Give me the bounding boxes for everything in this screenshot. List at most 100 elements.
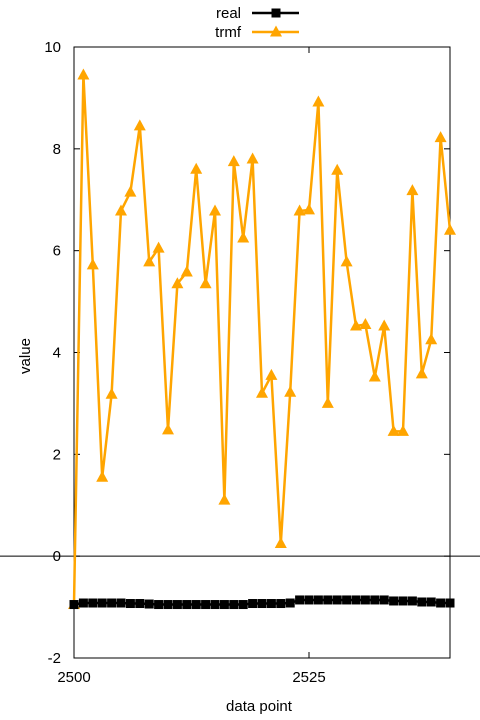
data-point-real <box>191 600 201 610</box>
data-point-trmf <box>124 185 137 197</box>
data-point-real <box>248 599 258 609</box>
data-point-real <box>445 598 455 608</box>
data-point-real <box>426 597 436 607</box>
data-point-real <box>78 598 88 608</box>
data-point-real <box>332 595 342 605</box>
data-point-trmf <box>105 387 118 399</box>
data-point-trmf <box>444 223 456 235</box>
data-point-real <box>285 598 295 608</box>
data-point-trmf <box>86 258 99 270</box>
data-point-real <box>125 599 135 609</box>
axis-ticks: -2 0 2 4 6 8 10 2500 2525 <box>44 39 450 686</box>
data-point-trmf <box>256 386 268 398</box>
data-point-trmf <box>350 319 362 331</box>
x-axis-label: data point <box>226 698 293 715</box>
data-point-real <box>323 595 333 605</box>
data-point-trmf <box>425 333 438 345</box>
data-point-real <box>88 598 98 608</box>
data-point-real <box>295 595 305 605</box>
data-point-real <box>342 595 352 605</box>
data-point-trmf <box>284 385 297 397</box>
data-point-trmf <box>209 204 221 216</box>
series-real <box>69 595 455 610</box>
data-point-trmf <box>265 368 278 380</box>
data-point-real <box>407 596 417 606</box>
data-point-real <box>417 597 427 607</box>
legend-label-trmf: trmf <box>215 24 242 41</box>
data-point-trmf <box>293 204 306 216</box>
data-point-trmf <box>133 119 146 131</box>
data-point-real <box>163 600 173 610</box>
data-point-trmf <box>434 131 447 143</box>
data-point-trmf <box>321 396 334 408</box>
data-point-real <box>219 600 229 610</box>
data-point-real <box>370 595 380 605</box>
data-point-trmf <box>143 255 156 267</box>
data-point-real <box>210 600 220 610</box>
data-point-trmf <box>227 155 240 167</box>
plot-border <box>73 46 451 659</box>
data-point-trmf <box>397 424 409 436</box>
data-point-trmf <box>199 277 212 289</box>
data-point-real <box>97 598 107 608</box>
data-point-trmf <box>406 184 419 196</box>
data-point-real <box>257 599 267 609</box>
legend-label-real: real <box>216 5 241 22</box>
series-line-trmf <box>72 73 452 605</box>
series-group <box>68 68 456 610</box>
data-point-trmf <box>312 95 325 107</box>
data-point-trmf <box>274 536 287 548</box>
data-point-real <box>182 600 192 610</box>
data-point-real <box>172 600 182 610</box>
data-point-real <box>313 595 323 605</box>
data-point-trmf <box>218 493 231 505</box>
data-point-real <box>154 600 164 610</box>
data-point-trmf <box>162 423 174 435</box>
data-point-trmf <box>77 68 90 80</box>
y-axis-label: value <box>17 338 34 374</box>
y-tick-label: 10 <box>44 39 61 56</box>
x-tick-label: 2525 <box>292 669 325 686</box>
data-point-trmf <box>359 317 372 329</box>
data-point-trmf <box>171 277 184 289</box>
data-point-real <box>304 595 314 605</box>
data-point-trmf <box>190 162 203 174</box>
data-point-real <box>379 595 389 605</box>
data-point-real <box>389 596 399 606</box>
data-point-real <box>266 599 276 609</box>
y-tick-label: -2 <box>48 650 61 667</box>
data-point-real <box>276 599 286 609</box>
y-tick-label: 8 <box>53 141 61 158</box>
data-point-real <box>360 595 370 605</box>
data-point-real <box>107 598 117 608</box>
y-tick-label: 0 <box>53 548 61 565</box>
data-point-trmf <box>96 470 109 482</box>
data-point-trmf <box>237 231 250 243</box>
series-trmf <box>68 68 456 610</box>
data-point-real <box>116 598 126 608</box>
data-point-trmf <box>340 255 353 267</box>
x-tick-label: 2500 <box>57 669 90 686</box>
data-point-real <box>436 598 446 608</box>
data-point-real <box>238 600 248 610</box>
data-point-trmf <box>115 204 127 216</box>
legend-marker-trmf <box>270 25 282 37</box>
y-tick-label: 2 <box>53 446 61 463</box>
y-tick-label: 4 <box>53 345 61 362</box>
plot-frame <box>73 46 451 659</box>
data-point-real <box>351 595 361 605</box>
data-point-real <box>201 600 211 610</box>
data-point-real <box>69 600 79 610</box>
data-point-trmf <box>387 424 400 436</box>
data-point-trmf <box>331 163 344 175</box>
data-point-trmf <box>415 367 428 379</box>
data-point-real <box>229 600 239 610</box>
legend: real trmf <box>215 5 299 41</box>
data-point-trmf <box>378 319 391 331</box>
data-point-real <box>135 599 145 609</box>
data-point-trmf <box>152 241 165 253</box>
data-point-real <box>398 596 408 606</box>
data-point-trmf <box>180 265 193 277</box>
data-point-real <box>144 599 154 609</box>
